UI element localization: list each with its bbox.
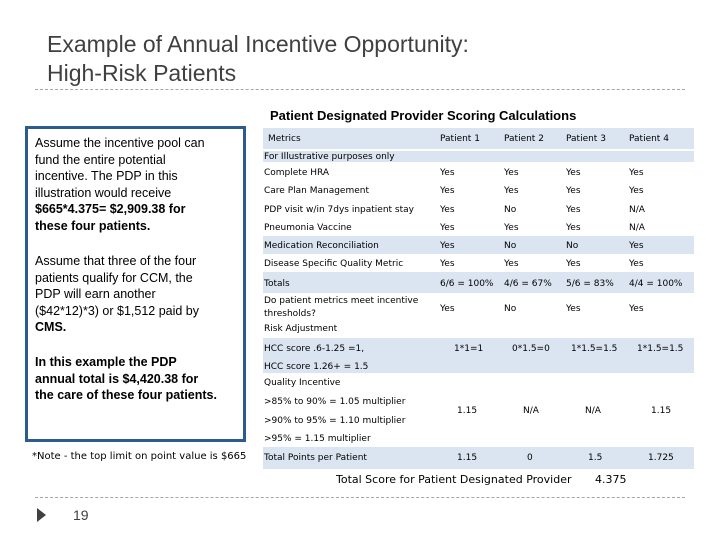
explanation-paragraph-1: Assume the incentive pool can fund the e… (35, 136, 205, 233)
header-metrics: Metrics (268, 134, 301, 144)
bottom-divider (35, 497, 685, 498)
section-label: For Illustrative purposes only (264, 152, 395, 162)
top-divider (35, 89, 685, 90)
explanation-paragraph-2: Assume that three of the four patients q… (35, 254, 200, 334)
total-score-value: 4.375 (595, 473, 627, 486)
header-patient-4: Patient 4 (629, 134, 669, 144)
header-patient-2: Patient 2 (504, 134, 544, 144)
footnote: *Note - the top limit on point value is … (32, 451, 247, 462)
slide-title-line1: Example of Annual Incentive Opportunity: (47, 31, 469, 57)
slide-title-line2: High-Risk Patients (47, 60, 237, 86)
section-band (263, 151, 694, 162)
explanation-box: Assume the incentive pool can fund the e… (25, 126, 246, 442)
total-score-label: Total Score for Patient Designated Provi… (336, 473, 572, 486)
play-arrow-icon (37, 508, 46, 522)
band-totals (263, 272, 694, 293)
table-header-row (263, 128, 694, 149)
band-risk (263, 338, 694, 373)
table-title: Patient Designated Provider Scoring Calc… (270, 108, 577, 123)
page-number: 19 (73, 507, 89, 523)
header-patient-3: Patient 3 (566, 134, 606, 144)
slide-title: Example of Annual Incentive Opportunity:… (47, 30, 469, 88)
band-total-points (263, 447, 694, 469)
band-medication (263, 236, 694, 254)
explanation-paragraph-3: In this example the PDP annual total is … (35, 355, 217, 402)
header-patient-1: Patient 1 (440, 134, 480, 144)
